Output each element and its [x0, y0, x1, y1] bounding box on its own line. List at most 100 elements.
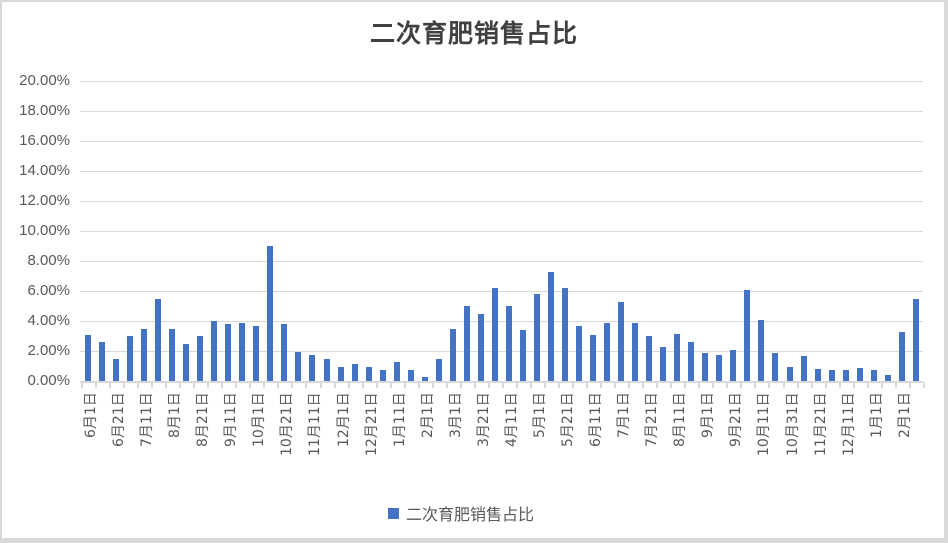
x-tick-label: 5月21日	[560, 392, 577, 447]
bar	[113, 358, 120, 381]
x-tick	[221, 382, 224, 388]
x-tick-label: 9月1日	[700, 392, 717, 438]
x-tick	[361, 382, 364, 388]
bar	[547, 271, 554, 381]
x-tick	[319, 382, 322, 388]
bar	[814, 369, 821, 381]
y-tick-label: 18.00%	[19, 102, 70, 119]
x-tick	[908, 382, 911, 388]
gridline	[80, 81, 923, 82]
x-tick	[866, 382, 869, 388]
x-tick	[291, 382, 294, 388]
x-tick	[431, 382, 434, 388]
x-tick	[235, 382, 238, 388]
bar	[842, 370, 849, 381]
bar	[225, 324, 232, 381]
x-tick	[754, 382, 757, 388]
bar	[491, 288, 498, 381]
x-tick	[922, 382, 925, 388]
bar	[519, 330, 526, 381]
gridline	[80, 141, 923, 142]
bar	[449, 328, 456, 381]
x-tick	[109, 382, 112, 388]
bar	[533, 294, 540, 381]
y-tick-label: 0.00%	[27, 372, 70, 389]
x-tick	[558, 382, 561, 388]
bar	[351, 364, 358, 381]
bar	[772, 352, 779, 381]
y-tick-label: 4.00%	[27, 312, 70, 329]
x-tick	[838, 382, 841, 388]
x-tick-label: 4月11日	[503, 392, 520, 447]
y-tick-label: 16.00%	[19, 132, 70, 149]
x-tick	[586, 382, 589, 388]
x-tick-label: 7月11日	[139, 392, 156, 447]
x-tick	[529, 382, 532, 388]
x-tick	[263, 382, 266, 388]
x-tick-label: 1月11日	[391, 392, 408, 447]
x-tick-label: 6月11日	[588, 392, 605, 447]
x-tick	[207, 382, 210, 388]
x-tick	[333, 382, 336, 388]
x-tick	[543, 382, 546, 388]
x-tick-label: 10月1日	[251, 392, 268, 447]
bar	[99, 342, 106, 381]
x-tick	[894, 382, 897, 388]
bar	[365, 367, 372, 381]
bar	[856, 367, 863, 381]
bar	[183, 343, 190, 381]
bar	[421, 376, 428, 381]
x-tick	[515, 382, 518, 388]
x-tick	[179, 382, 182, 388]
x-tick	[459, 382, 462, 388]
bar	[169, 328, 176, 381]
bar	[505, 306, 512, 381]
y-tick-label: 12.00%	[19, 192, 70, 209]
bar	[562, 288, 569, 381]
x-tick-label: 11月11日	[307, 392, 324, 456]
x-tick-label: 2月1日	[419, 392, 436, 438]
x-tick-label: 11月21日	[812, 392, 829, 456]
y-tick-label: 6.00%	[27, 282, 70, 299]
x-tick	[824, 382, 827, 388]
x-tick-label: 6月21日	[111, 392, 128, 447]
x-tick	[796, 382, 799, 388]
y-tick-label: 10.00%	[19, 222, 70, 239]
bar	[576, 325, 583, 381]
x-tick-label: 3月1日	[447, 392, 464, 438]
x-tick	[417, 382, 420, 388]
x-tick	[193, 382, 196, 388]
gridline	[80, 351, 923, 352]
x-tick	[445, 382, 448, 388]
x-tick	[347, 382, 350, 388]
bar	[800, 355, 807, 381]
x-tick	[880, 382, 883, 388]
bar	[379, 370, 386, 381]
bar	[239, 322, 246, 381]
x-tick	[501, 382, 504, 388]
x-tick-label: 7月1日	[616, 392, 633, 438]
x-tick	[852, 382, 855, 388]
x-axis	[80, 381, 923, 383]
x-tick	[670, 382, 673, 388]
bar	[197, 336, 204, 381]
bar	[828, 370, 835, 381]
x-tick	[810, 382, 813, 388]
bar	[211, 321, 218, 381]
x-tick-label: 8月21日	[195, 392, 212, 447]
y-tick-label: 20.00%	[19, 72, 70, 89]
x-tick	[572, 382, 575, 388]
gridline	[80, 111, 923, 112]
y-tick-label: 8.00%	[27, 252, 70, 269]
bar	[590, 334, 597, 381]
bar	[393, 361, 400, 381]
gridline	[80, 291, 923, 292]
gridline	[80, 261, 923, 262]
x-tick	[95, 382, 98, 388]
bar	[155, 298, 162, 381]
bar	[702, 352, 709, 381]
legend-swatch	[388, 507, 399, 519]
bar	[127, 336, 134, 381]
x-tick	[782, 382, 785, 388]
